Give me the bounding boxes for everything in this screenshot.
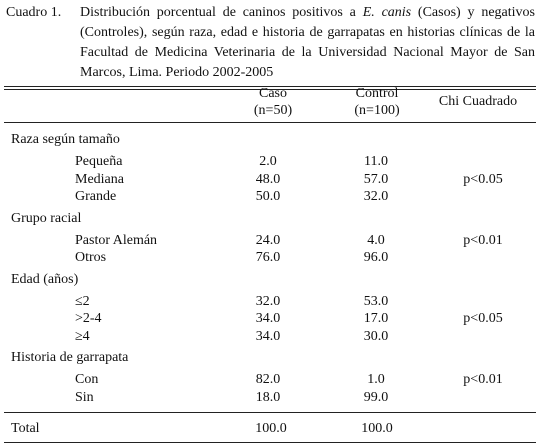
- group-label: Raza según tamaño: [11, 132, 120, 147]
- cell-control: 32.0: [363, 189, 389, 204]
- rule: [4, 86, 536, 87]
- cell-control: 4.0: [367, 232, 385, 248]
- cell-caso: 34.0: [255, 328, 281, 344]
- row-label: Grande: [75, 189, 117, 204]
- cell-caso: 2.0: [259, 154, 277, 169]
- row-label: Con: [75, 372, 99, 387]
- header-caso-n: (n=50): [253, 103, 293, 118]
- cell-caso: 48.0: [255, 171, 281, 187]
- group-label: Edad (años): [11, 271, 79, 287]
- caption: Distribución porcentual de caninos posit…: [80, 3, 535, 83]
- caption-emphasis: E. canis: [362, 5, 412, 20]
- cell-control: 17.0: [363, 311, 389, 326]
- cell-control: 1.0: [367, 372, 385, 387]
- cell-chi: p<0.05: [463, 311, 503, 326]
- cell-control: 99.0: [363, 389, 389, 405]
- rule: [4, 89, 536, 90]
- row-label: Pastor Alemán: [75, 232, 158, 248]
- cell-control: 11.0: [364, 154, 388, 169]
- row-label: ≥4: [75, 328, 90, 344]
- cell-caso: 18.0: [255, 389, 281, 405]
- cell-caso: 34.0: [255, 311, 281, 326]
- cell-caso: 50.0: [255, 189, 281, 204]
- cell-chi: p<0.01: [463, 372, 503, 387]
- row-label: ≤2: [75, 293, 90, 309]
- header-caso: Caso: [259, 86, 287, 101]
- rule: [4, 412, 536, 413]
- caption-label: Cuadro 1.: [6, 5, 62, 20]
- header-chi: Chi Cuadrado: [438, 94, 518, 109]
- cell-chi: p<0.01: [463, 232, 503, 248]
- row-label: Sin: [75, 389, 94, 405]
- row-label: Pequeña: [75, 154, 123, 169]
- rule: [4, 442, 536, 443]
- header-control: Control: [355, 86, 399, 101]
- cell-chi: p<0.05: [463, 171, 503, 187]
- total-caso: 100.0: [255, 421, 287, 436]
- cell-caso: 24.0: [255, 232, 281, 248]
- row-label: >2-4: [75, 311, 102, 326]
- total-control: 100.0: [361, 421, 393, 436]
- group-label: Grupo racial: [11, 210, 82, 226]
- cell-control: 30.0: [363, 328, 389, 344]
- rule: [4, 122, 536, 123]
- caption-text: Distribución porcentual de caninos posit…: [80, 5, 363, 20]
- group-label: Historia de garrapata: [11, 350, 129, 365]
- row-label: Otros: [75, 250, 107, 265]
- caption-text: (Casos) y negativos (Controles), según r…: [80, 5, 535, 80]
- cell-caso: 82.0: [255, 372, 281, 387]
- cell-control: 53.0: [363, 293, 389, 309]
- header-control-n: (n=100): [354, 103, 400, 118]
- cell-caso: 32.0: [255, 293, 281, 309]
- cell-control: 96.0: [363, 250, 389, 265]
- cell-control: 57.0: [363, 171, 389, 187]
- total-label: Total: [11, 421, 40, 436]
- row-label: Mediana: [75, 171, 124, 187]
- cell-caso: 76.0: [255, 250, 281, 265]
